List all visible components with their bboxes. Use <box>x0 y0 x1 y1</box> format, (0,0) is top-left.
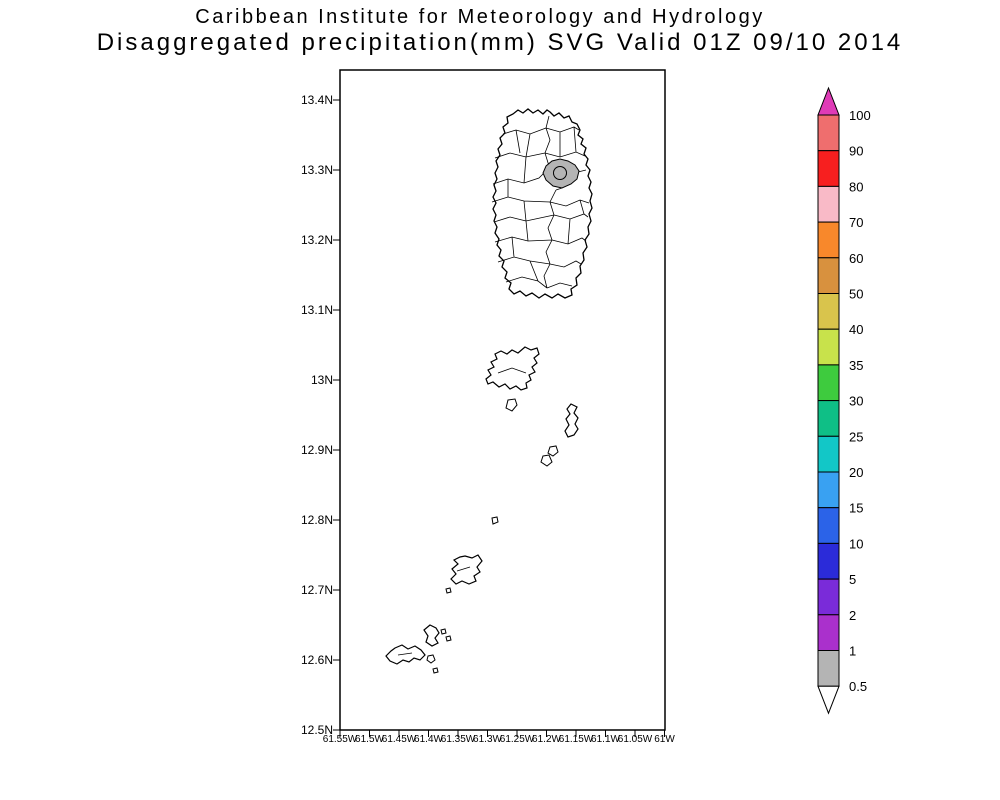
islands <box>385 108 593 674</box>
y-axis-labels: 13.4N 13.3N 13.2N 13.1N 13N 12.9N 12.8N 12.7N 12… <box>245 0 333 800</box>
tobago-cays-islet-2 <box>445 635 452 642</box>
x-tick-label: 61.15W <box>558 734 594 745</box>
canouan-watershed-line <box>456 566 471 572</box>
x-tick-label: 61.35W <box>440 734 476 745</box>
title-line-product: Disaggregated precipitation(mm) SVG Vali… <box>96 29 904 56</box>
legend-color-box <box>817 257 840 295</box>
legend-label: 80 <box>849 179 863 194</box>
y-tick-label: 12.9N <box>300 443 333 457</box>
x-tick-label: 61W <box>654 734 675 745</box>
x-axis-labels: 61.55W 61.5W 61.45W 61.4W 61.35W 61.3W 61.25W 6… <box>323 734 675 754</box>
legend-color-box <box>817 114 840 152</box>
tick-marks <box>333 99 665 737</box>
y-tick-label: 13.4N <box>300 93 333 107</box>
legend-label: 100 <box>849 108 871 123</box>
x-tick-label: 61.1W <box>591 734 620 745</box>
legend-label: 1 <box>849 644 856 659</box>
crater-outline <box>553 166 567 180</box>
legend-color-box <box>817 507 840 544</box>
x-tick-label: 61.05W <box>617 734 653 745</box>
legend-label: 30 <box>849 394 863 409</box>
legend-color-box <box>817 364 840 402</box>
watershed-boundaries <box>491 115 590 289</box>
legend-color-box <box>817 542 840 580</box>
legend-svg: 100 90 80 70 60 50 40 35 30 25 20 15 10 5 2 1 0.5 <box>817 86 871 715</box>
y-tick-label: 13.2N <box>300 233 333 247</box>
x-tick-label: 61.4W <box>414 734 443 745</box>
legend-label: 90 <box>849 144 863 159</box>
legend-label: 70 <box>849 215 863 230</box>
legend-color-box <box>817 435 840 473</box>
map-frame <box>339 69 666 731</box>
petit-nevis-islet <box>505 398 518 412</box>
legend-color-box <box>817 293 840 330</box>
union-island <box>385 644 426 665</box>
baliceaux-islet <box>540 454 553 467</box>
mustique-island <box>564 403 579 438</box>
legend-label: 15 <box>849 501 863 516</box>
catholic-rock-islet <box>445 587 452 594</box>
legend-label: 2 <box>849 608 856 623</box>
legend-color-box <box>817 650 840 687</box>
x-tick-label: 61.25W <box>499 734 535 745</box>
legend-bottom-arrow <box>817 685 840 715</box>
union-watershed-line <box>397 652 413 656</box>
legend-label: 35 <box>849 358 863 373</box>
x-tick-label: 61.3W <box>473 734 502 745</box>
legend-color-box <box>817 614 840 651</box>
palm-island-islet <box>426 654 436 664</box>
st-vincent-island <box>492 108 593 299</box>
savan-islet <box>491 516 499 525</box>
y-tick-label: 13.3N <box>300 163 333 177</box>
legend-color-box <box>817 221 840 259</box>
x-tick-label: 61.55W <box>322 734 358 745</box>
petit-st-vincent-islet <box>432 667 439 674</box>
x-tick-label: 61.5W <box>355 734 384 745</box>
y-tick-label: 13N <box>310 373 333 387</box>
x-tick-label: 61.45W <box>381 734 417 745</box>
legend-label: 10 <box>849 536 863 551</box>
mayreau-island <box>423 624 440 647</box>
title-line-institute: Caribbean Institute for Meteorology and … <box>195 6 765 28</box>
canouan-island <box>450 554 483 585</box>
legend-label: 50 <box>849 287 863 302</box>
y-tick-label: 12.7N <box>300 583 333 597</box>
legend-label: 20 <box>849 465 863 480</box>
x-tick-label: 61.2W <box>532 734 561 745</box>
battowia-islet <box>547 445 559 457</box>
legend-label: 5 <box>849 572 856 587</box>
y-tick-label: 12.8N <box>300 513 333 527</box>
legend-color-box <box>817 185 840 223</box>
legend-label: 0.5 <box>849 679 867 694</box>
legend-color-box <box>817 328 840 366</box>
legend-color-box <box>817 578 840 616</box>
y-tick-label: 12.5N <box>300 723 333 737</box>
legend-color-box <box>817 471 840 509</box>
legend-label: 60 <box>849 251 863 266</box>
tobago-cays-islet-1 <box>440 628 447 635</box>
bequia-watershed-line <box>497 367 527 374</box>
legend-color-box <box>817 400 840 437</box>
map-svg <box>333 69 666 737</box>
legend-color-box <box>817 150 840 187</box>
legend-label: 25 <box>849 429 863 444</box>
y-tick-label: 12.6N <box>300 653 333 667</box>
y-tick-label: 13.1N <box>300 303 333 317</box>
legend-label: 40 <box>849 322 863 337</box>
legend-top-arrow <box>817 86 840 116</box>
